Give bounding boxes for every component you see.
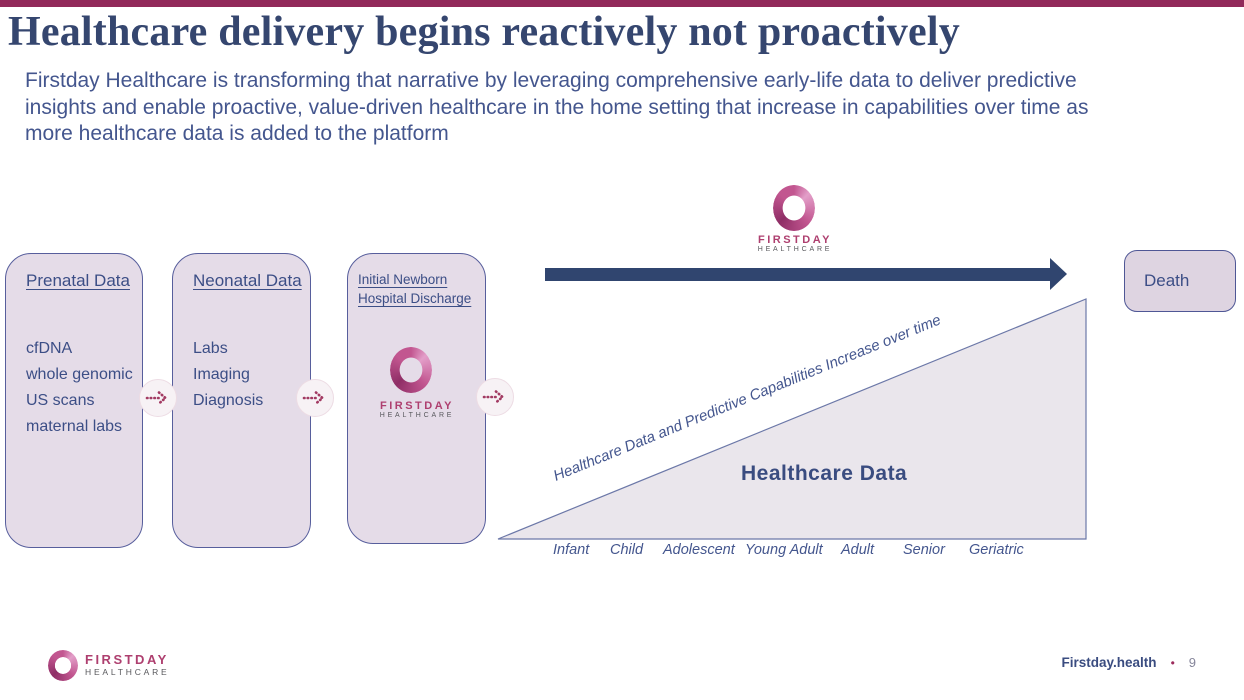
stage-item: maternal labs [26,418,123,435]
stage-box-newborn-discharge: Initial Newborn Hospital Discharge [347,253,486,544]
wordmark-firstday: FIRSTDAY [758,234,832,246]
healthcare-data-label: Healthcare Data [741,462,908,485]
wordmark-healthcare: HEALTHCARE [757,246,833,253]
age-label-adolescent: Adolescent [663,542,735,558]
footer-bullet-icon: • [1170,655,1175,670]
page-title: Healthcare delivery begins reactively no… [8,9,960,55]
stage-item: Diagnosis [193,392,264,409]
stage-hop-3 [476,378,514,416]
timeline-arrow [545,268,1050,281]
death-box: Death [1124,250,1236,312]
wordmark-healthcare: HEALTHCARE [379,412,455,419]
stage-box-prenatal: Prenatal Data cfDNA whole genomic US sca… [5,253,143,548]
stage-item-list: cfDNA whole genomic US scans maternal la… [6,336,142,440]
footer-site-label: Firstday.health [1061,655,1157,670]
dotted-arrow-icon [302,391,325,405]
age-label-infant: Infant [553,542,590,558]
stage-item: Labs [193,340,228,357]
age-label-senior: Senior [903,542,945,558]
stage-item: whole genomic [26,366,133,383]
stage-hop-1 [139,379,177,417]
stage-title: Initial Newborn Hospital Discharge [358,272,472,306]
firstday-wordmark: FIRSTDAY HEALTHCARE [745,234,845,253]
firstday-ring-icon [390,347,432,393]
dotted-arrow-icon [145,391,168,405]
page-number: 9 [1188,655,1196,670]
intro-line: more healthcare data is added to the pla… [25,122,449,145]
age-label-young-adult: Young Adult [745,542,823,558]
intro-line: Firstday Healthcare is transforming that… [25,69,1077,92]
top-accent-bar [0,0,1244,7]
firstday-wordmark: FIRSTDAY HEALTHCARE [357,400,477,419]
stage-title: Prenatal Data [26,271,130,290]
stage-item: cfDNA [26,340,73,357]
stage-item: Imaging [193,366,250,383]
death-label: Death [1144,271,1190,290]
footer-right: Firstday.health • 9 [1062,655,1196,670]
stage-hop-2 [296,379,334,417]
wordmark-firstday: FIRSTDAY [380,400,454,412]
firstday-ring-icon [48,650,78,681]
stage-item: US scans [26,392,95,409]
intro-line: insights and enable proactive, value-dri… [25,95,1089,119]
intro-paragraph: Firstday Healthcare is transforming that… [25,68,1088,148]
age-label-geriatric: Geriatric [969,542,1024,558]
footer-wordmark-firstday: FIRSTDAY [85,652,169,667]
stage-item-list: Labs Imaging Diagnosis [173,336,310,414]
dotted-arrow-icon [482,390,505,404]
firstday-ring-icon [773,185,815,231]
stage-title: Neonatal Data [193,271,302,290]
timeline-arrow-head-icon [1050,258,1067,290]
stage-box-neonatal: Neonatal Data Labs Imaging Diagnosis [172,253,311,548]
growth-triangle [497,298,1087,540]
age-label-child: Child [610,542,644,558]
age-label-adult: Adult [841,542,875,558]
footer-wordmark-healthcare: HEALTHCARE [85,667,170,677]
